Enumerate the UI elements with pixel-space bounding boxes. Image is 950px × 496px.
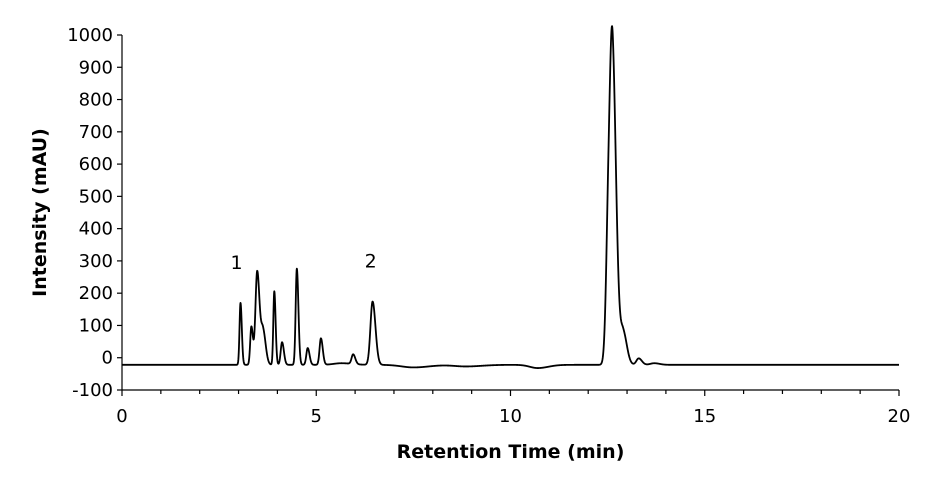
x-axis-title: Retention Time (min) [397,441,625,463]
y-tick-label: 400 [79,219,113,240]
y-tick-label: 600 [79,154,113,175]
y-tick-label: 200 [79,283,113,304]
y-axis-title: Intensity (mAU) [29,128,51,297]
x-tick-label: 10 [499,406,522,427]
x-tick-label: 5 [311,406,322,427]
x-axis-ticks: 0 5 10 15 20 [116,390,910,427]
x-tick-label: 20 [888,406,911,427]
y-tick-label: 700 [79,122,113,143]
chromatogram-trace [121,25,900,369]
y-tick-label: 900 [79,57,113,78]
y-tick-label: 500 [79,186,113,207]
peak-label: 2 [365,250,377,272]
y-tick-label: 1000 [67,25,113,46]
y-tick-label: 800 [79,90,113,111]
peak-label: 1 [231,252,243,274]
x-tick-label: 0 [116,406,127,427]
y-tick-label: 300 [79,251,113,272]
y-tick-label: 0 [102,348,113,369]
y-tick-label: -100 [72,380,113,401]
y-axis-ticks: -100 0 100 200 300 400 500 600 700 800 900 1000 [67,25,122,401]
y-tick-label: 100 [79,315,113,336]
x-tick-label: 15 [693,406,716,427]
